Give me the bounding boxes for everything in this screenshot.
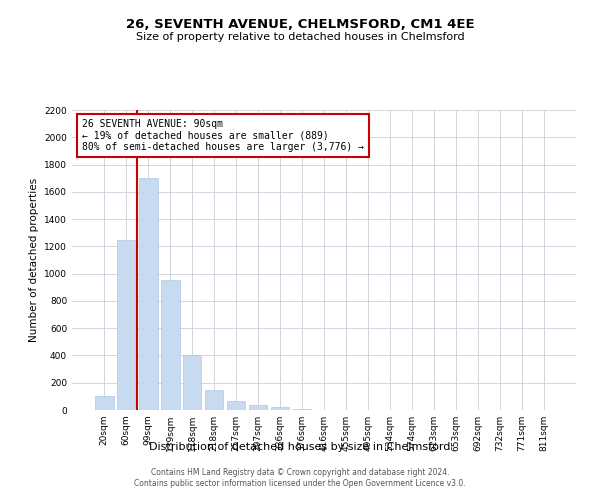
Bar — [183, 356, 202, 410]
Bar — [249, 404, 268, 410]
Text: 26, SEVENTH AVENUE, CHELMSFORD, CM1 4EE: 26, SEVENTH AVENUE, CHELMSFORD, CM1 4EE — [125, 18, 475, 30]
Bar — [205, 390, 223, 410]
Bar — [161, 280, 179, 410]
Y-axis label: Number of detached properties: Number of detached properties — [29, 178, 38, 342]
Text: Size of property relative to detached houses in Chelmsford: Size of property relative to detached ho… — [136, 32, 464, 42]
Bar — [227, 401, 245, 410]
Text: Distribution of detached houses by size in Chelmsford: Distribution of detached houses by size … — [149, 442, 451, 452]
Text: 26 SEVENTH AVENUE: 90sqm
← 19% of detached houses are smaller (889)
80% of semi-: 26 SEVENTH AVENUE: 90sqm ← 19% of detach… — [82, 119, 364, 152]
Bar — [139, 178, 158, 410]
Text: Contains HM Land Registry data © Crown copyright and database right 2024.
Contai: Contains HM Land Registry data © Crown c… — [134, 468, 466, 487]
Bar — [271, 408, 289, 410]
Bar — [117, 240, 136, 410]
Bar — [95, 396, 113, 410]
